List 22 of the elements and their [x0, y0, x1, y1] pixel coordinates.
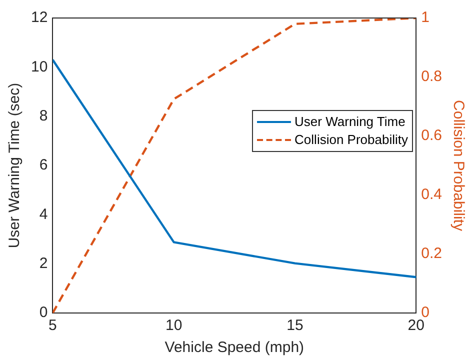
y2-tick-label: 1	[421, 9, 430, 26]
y-tick-label: 10	[30, 58, 48, 76]
y2-tick-label: 0.2	[421, 245, 442, 262]
y-tick-label: 0	[39, 304, 48, 322]
y2-tick-label: 0.4	[421, 186, 442, 204]
x-tick-label: 10	[165, 317, 182, 334]
y-tick-label: 4	[39, 206, 48, 223]
y-tick-label: 8	[39, 107, 48, 124]
y2-axis-title: Collision Probability	[450, 100, 467, 232]
x-tick-label: 20	[408, 317, 424, 334]
x-axis-title: Vehicle Speed (mph)	[164, 339, 304, 356]
y-axis-title: User Warning Time (sec)	[6, 82, 24, 248]
line-series	[52, 18, 416, 313]
y-tick-label: 6	[39, 156, 48, 174]
x-tick-label: 15	[286, 317, 304, 334]
y-tick-label: 12	[30, 9, 48, 26]
x-tick-label: 5	[48, 317, 57, 334]
legend-label: User Warning Time	[294, 113, 406, 131]
y2-tick-label: 0.8	[421, 68, 442, 86]
y2-tick-label: 0.6	[421, 127, 442, 144]
legend-label: Collision Probability	[294, 131, 408, 149]
y-tick-label: 2	[39, 254, 48, 272]
